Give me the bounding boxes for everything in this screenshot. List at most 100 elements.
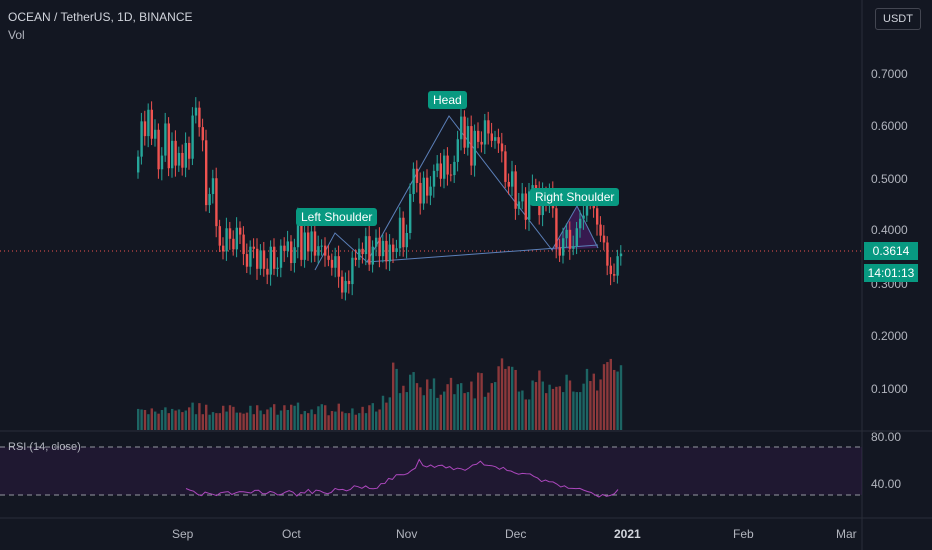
candle-body [460,116,463,140]
candle-body [368,236,371,265]
volume-bar [378,409,381,430]
candle-body [324,245,327,256]
current-price-tag: 0.3614 [864,242,918,260]
bar-countdown-tag: 14:01:13 [864,264,918,282]
price-tick-0.6: 0.6000 [871,119,908,133]
volume-bar [449,377,453,430]
candle-body [167,123,170,169]
volume-bar [398,393,402,430]
candle-body [242,234,245,255]
volume-bar [395,368,398,430]
candle-body [218,226,221,246]
volume-bar [147,414,150,430]
volume-bar [211,412,215,430]
candle-body [555,208,558,248]
volume-bar [208,414,211,430]
candle-body [150,109,153,139]
candle-body [293,247,296,264]
volume-bar [259,410,262,430]
candle-body [256,248,259,269]
volume-bar [514,369,517,430]
time-label-2021: 2021 [614,527,641,541]
volume-bar [412,372,415,430]
volume-bar [273,404,276,430]
volume-bar [524,399,527,430]
volume-bar [568,380,572,430]
candle-body [483,120,487,145]
candle-body [385,240,388,262]
volume-bar [150,408,153,430]
volume-bar [327,415,330,430]
volume-bar [480,373,483,430]
candle-body [354,257,357,260]
volume-bar [225,411,228,430]
volume-bar [490,383,493,430]
volume-bar [361,406,364,430]
candle-body [517,201,521,209]
volume-bar [262,414,266,430]
currency-button[interactable]: USDT [875,8,921,30]
candle-body [500,143,504,152]
volume-bar [330,411,334,430]
candle-body [364,236,368,255]
candle-body [419,182,422,204]
right-shoulder-label: Right Shoulder [530,188,620,206]
volume-bar [235,412,238,430]
candle-body [286,241,289,251]
candle-body [426,177,429,196]
candle-body [283,245,286,251]
candle-body [320,245,323,247]
candle-body [470,126,473,166]
rsi-indicator-label: RSI (14, close) [8,441,81,453]
volume-bar [320,404,323,430]
candle-body [572,246,575,249]
volume-bars [137,358,623,430]
volume-bar [300,414,303,430]
volume-bar [198,403,201,430]
time-label-mar: Mar [836,527,857,541]
volume-bar [426,379,429,430]
candle-body [558,247,561,256]
volume-bar [558,386,561,430]
volume-bar [283,405,286,430]
volume-bar [470,381,473,430]
candle-body [466,126,470,148]
candle-body [239,227,242,235]
volume-bar [460,383,463,430]
volume-bar [368,405,371,430]
candle-body [137,156,140,173]
candle-body [443,155,446,179]
volume-bar [245,412,249,430]
candle-body [164,123,167,156]
candle-body [249,246,252,267]
candle-body [392,244,395,252]
candle-body [252,246,255,249]
candle-body [497,137,500,144]
volume-bar [562,392,565,430]
volume-bar [582,383,585,430]
rsi-band [0,447,862,495]
volume-bar [436,397,439,430]
price-tick-0.5: 0.5000 [871,172,908,186]
volume-bar [599,379,602,430]
volume-bar [487,392,490,430]
candle-body [439,163,442,179]
volume-bar [232,406,235,430]
volume-bar [548,384,551,430]
volume-bar [521,390,524,430]
volume-bar [157,413,160,430]
volume-bar [579,392,582,430]
time-label-sep: Sep [172,527,194,541]
candle-body [599,224,602,236]
volume-bar [497,366,500,430]
volume-bar [422,395,425,430]
volume-bar [405,392,408,430]
candle-body [565,229,568,239]
volume-bar [596,390,599,430]
volume-bar [317,406,320,430]
volume-bar [205,404,208,430]
volume-bar [290,404,293,430]
candle-body [211,178,215,195]
candle-body [609,265,612,275]
